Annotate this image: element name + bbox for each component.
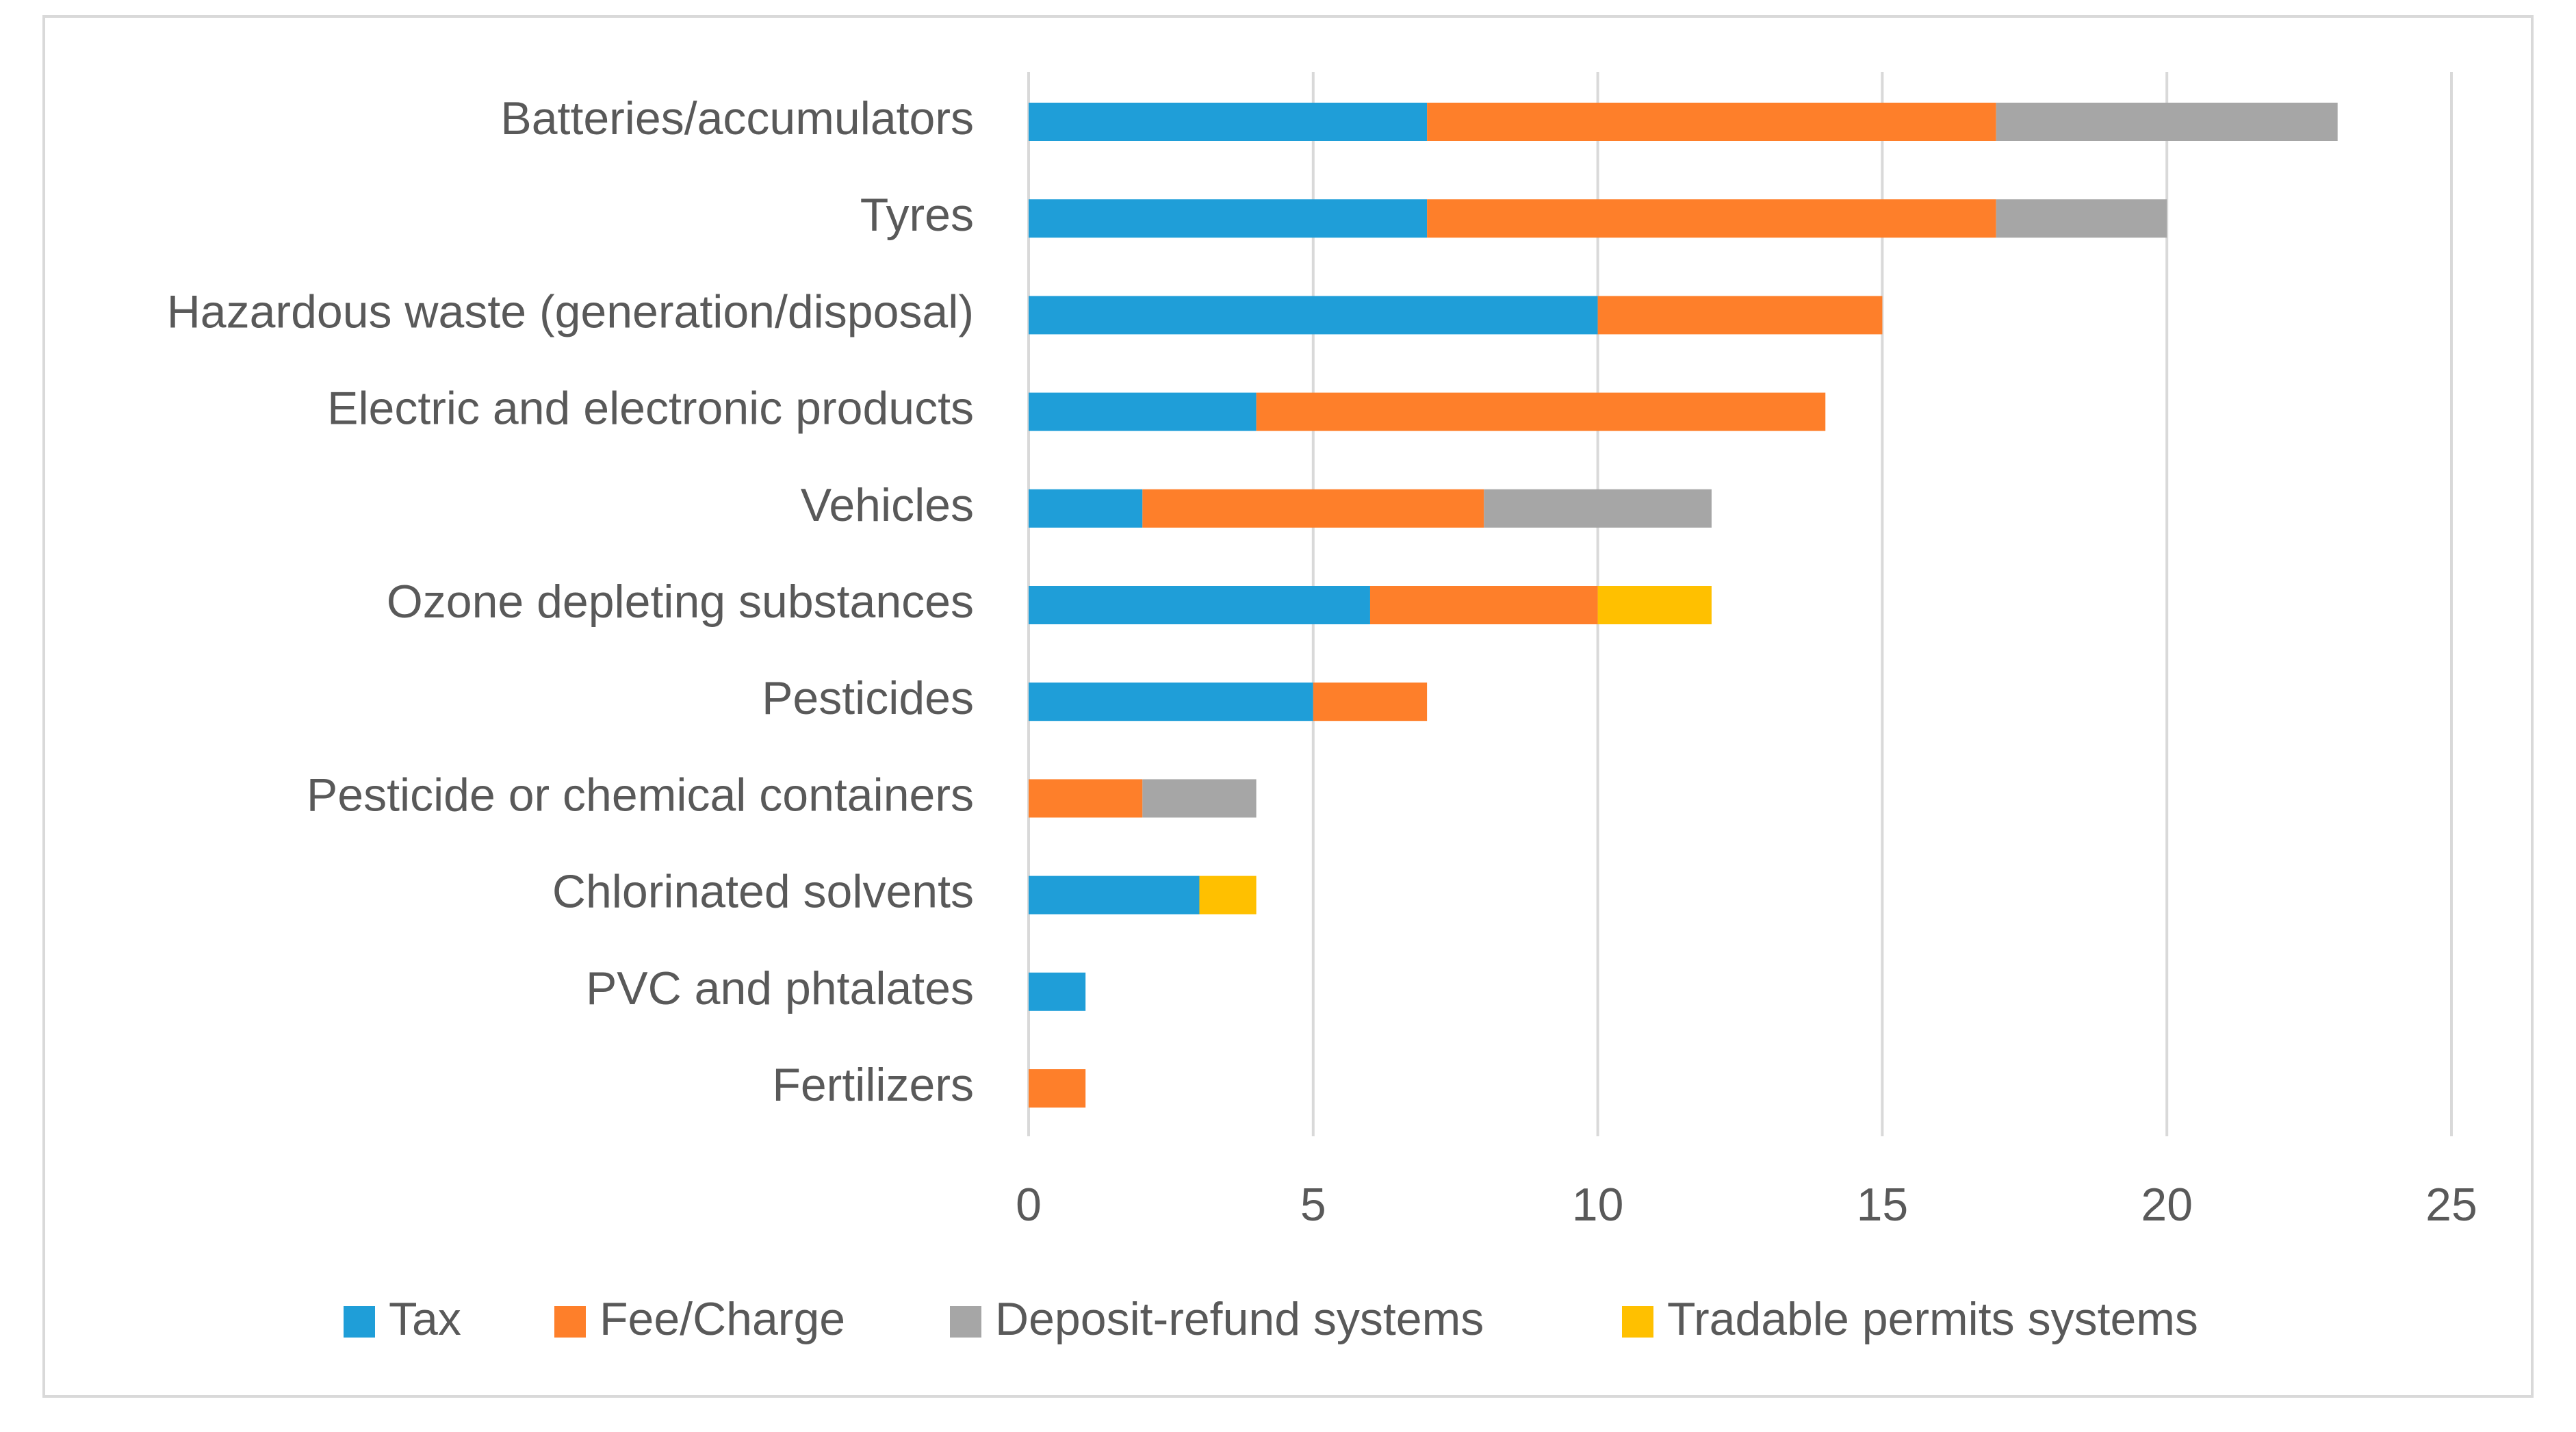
bar-batteries-accumulators-fee-charge bbox=[1427, 103, 1996, 141]
legend-swatch-tax bbox=[344, 1306, 375, 1338]
bar-ozone-depleting-substances-tradable-permits-systems bbox=[1597, 586, 1712, 624]
legend-label-deposit-refund-systems: Deposit-refund systems bbox=[995, 1293, 1484, 1345]
bar-pesticides-fee-charge bbox=[1313, 682, 1428, 721]
category-label-vehicles: Vehicles bbox=[801, 479, 974, 531]
bar-tyres-tax bbox=[1029, 199, 1428, 238]
x-tick-label-5: 5 bbox=[1300, 1179, 1326, 1231]
bar-vehicles-deposit-refund-systems bbox=[1484, 489, 1712, 528]
bar-pesticide-or-chemical-containers-deposit-refund-systems bbox=[1142, 779, 1257, 818]
bar-hazardous-waste-generation-disposal-fee-charge bbox=[1597, 296, 1883, 335]
bar-pesticide-or-chemical-containers-fee-charge bbox=[1029, 779, 1143, 818]
category-labels: Batteries/accumulators Tyres Hazardous was… bbox=[167, 92, 974, 1111]
legend-label-tax: Tax bbox=[389, 1293, 461, 1345]
bar-ozone-depleting-substances-tax bbox=[1029, 586, 1370, 624]
bar-electric-and-electronic-products-tax bbox=[1029, 392, 1257, 431]
category-label-batteries-accumulators: Batteries/accumulators bbox=[500, 92, 974, 144]
x-axis-tick-labels: 0 5 10 15 20 25 bbox=[1016, 1179, 2477, 1231]
bar-pesticides-tax bbox=[1029, 682, 1313, 721]
category-label-chlorinated-solvents: Chlorinated solvents bbox=[552, 866, 974, 918]
bar-chlorinated-solvents-tax bbox=[1029, 875, 1200, 915]
x-tick-label-15: 15 bbox=[1857, 1179, 1909, 1231]
bar-tyres-fee-charge bbox=[1427, 199, 1996, 238]
legend-swatch-tradable-permits-systems bbox=[1622, 1306, 1653, 1338]
bar-tyres-deposit-refund-systems bbox=[1996, 199, 2167, 238]
category-label-electric-and-electronic-products: Electric and electronic products bbox=[327, 383, 974, 435]
bar-hazardous-waste-generation-disposal-tax bbox=[1029, 296, 1598, 335]
legend-label-fee-charge: Fee/Charge bbox=[600, 1293, 845, 1345]
legend-swatch-deposit-refund-systems bbox=[950, 1306, 981, 1338]
category-label-fertilizers: Fertilizers bbox=[772, 1059, 974, 1111]
bar-pvc-and-phtalates-tax bbox=[1029, 972, 1086, 1011]
bar-batteries-accumulators-tax bbox=[1029, 103, 1428, 141]
x-tick-label-25: 25 bbox=[2425, 1179, 2477, 1231]
bar-ozone-depleting-substances-fee-charge bbox=[1369, 586, 1598, 624]
category-label-ozone-depleting-substances: Ozone depleting substances bbox=[387, 576, 974, 628]
x-tick-label-10: 10 bbox=[1572, 1179, 1624, 1231]
legend: Tax Fee/Charge Deposit-refund systems Trada… bbox=[344, 1293, 2198, 1345]
bar-vehicles-tax bbox=[1029, 489, 1143, 528]
legend-label-tradable-permits-systems: Tradable permits systems bbox=[1667, 1293, 2198, 1345]
category-label-pesticides: Pesticides bbox=[762, 672, 974, 724]
category-label-pvc-and-phtalates: PVC and phtalates bbox=[586, 962, 974, 1014]
gridlines bbox=[1027, 72, 2453, 1136]
category-label-hazardous-waste-generation-disposal: Hazardous waste (generation/disposal) bbox=[167, 285, 974, 337]
category-label-tyres: Tyres bbox=[860, 189, 974, 241]
bar-electric-and-electronic-products-fee-charge bbox=[1256, 392, 1826, 431]
bar-vehicles-fee-charge bbox=[1142, 489, 1484, 528]
x-tick-label-0: 0 bbox=[1016, 1179, 1042, 1231]
x-tick-label-20: 20 bbox=[2141, 1179, 2193, 1231]
category-label-pesticide-or-chemical-containers: Pesticide or chemical containers bbox=[307, 769, 974, 821]
bar-batteries-accumulators-deposit-refund-systems bbox=[1996, 103, 2338, 141]
bars bbox=[1029, 103, 2338, 1108]
legend-swatch-fee-charge bbox=[554, 1306, 586, 1338]
bar-chlorinated-solvents-tradable-permits-systems bbox=[1199, 875, 1257, 915]
bar-fertilizers-fee-charge bbox=[1029, 1069, 1086, 1108]
